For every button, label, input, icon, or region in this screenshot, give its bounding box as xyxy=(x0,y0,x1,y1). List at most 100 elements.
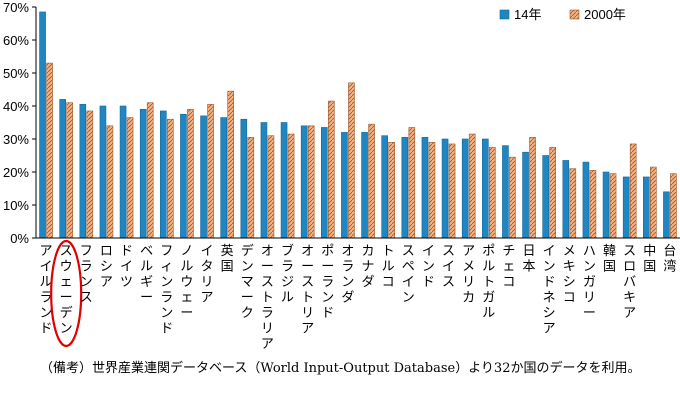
bar-2000 xyxy=(368,123,375,239)
category-label-char: ウ xyxy=(180,275,193,290)
category-label-char: コ xyxy=(502,275,515,290)
category-label-char: フ xyxy=(80,244,93,259)
category-label-char: ド xyxy=(120,244,133,259)
category-label-char: ジ xyxy=(281,275,294,290)
category-label-char: ス xyxy=(261,275,274,290)
category-label-char: ス xyxy=(60,244,73,259)
y-tick-label: 50% xyxy=(3,66,29,81)
category-label-char: マ xyxy=(241,275,254,290)
category-label-char: ペ xyxy=(402,260,415,275)
bar-14 xyxy=(220,117,227,239)
category-label-char: 国 xyxy=(643,260,656,275)
bar-14 xyxy=(260,122,268,239)
bar-2000 xyxy=(489,146,496,239)
bar-14 xyxy=(401,137,409,239)
bar-14 xyxy=(441,138,449,239)
category-label-char: ン xyxy=(422,260,435,275)
bar-14 xyxy=(522,151,529,239)
bar-14 xyxy=(79,104,87,239)
category-label-char: ア xyxy=(301,322,314,337)
category-label-char: タ xyxy=(201,260,214,275)
bar-2000 xyxy=(207,104,214,239)
category-label-char: ス xyxy=(623,244,636,259)
category-label-char: オ xyxy=(341,244,354,259)
category-label-char: コ xyxy=(382,275,395,290)
category-label-char: リ xyxy=(261,322,274,337)
category-label-char: ン xyxy=(160,275,173,290)
category-label-char: ア xyxy=(543,322,556,337)
bar-14 xyxy=(482,138,489,239)
category-label-char: ル xyxy=(180,260,193,275)
category-label-char: ベ xyxy=(140,244,153,259)
category-label-char: ン xyxy=(321,291,334,306)
category-label-char: ラ xyxy=(321,275,334,290)
category-label-char: ト xyxy=(301,291,314,306)
category-label-char: ラ xyxy=(160,291,173,306)
category-label-char: キ xyxy=(623,291,636,306)
bar-14 xyxy=(562,160,570,239)
category-label-char: メ xyxy=(563,244,576,259)
bar-14 xyxy=(280,122,288,239)
category-label-char: 日 xyxy=(523,244,536,259)
category-label-char: ン xyxy=(160,306,173,321)
category-label-char: ア xyxy=(261,337,274,352)
category-label-char: ツ xyxy=(120,275,133,290)
category-label-char: ド xyxy=(160,322,173,337)
category-label-char: ブ xyxy=(281,243,294,259)
category-label-char: ラ xyxy=(281,260,294,275)
category-label-char: ポ xyxy=(482,244,495,259)
category-label-char: ー xyxy=(60,291,73,306)
category-label-char: ル xyxy=(382,260,395,275)
category-label-char: ン xyxy=(40,306,53,321)
category-label-char: イ xyxy=(442,260,455,275)
category-label-char: イ xyxy=(543,244,556,259)
bar-14 xyxy=(381,135,388,239)
category-label-char: ナ xyxy=(362,260,375,275)
bar-14 xyxy=(602,171,610,239)
category-label-char: イ xyxy=(40,260,53,275)
category-label-char: イ xyxy=(402,275,415,290)
category-label-char: ウ xyxy=(60,260,73,275)
category-label-char: ラ xyxy=(341,260,354,275)
bar-14 xyxy=(300,125,308,239)
category-label-char: ー xyxy=(241,291,254,306)
y-tick-label: 10% xyxy=(3,198,29,213)
category-label-char: ス xyxy=(442,244,455,259)
category-label-char: イ xyxy=(201,244,214,259)
category-label-char: ィ xyxy=(160,260,173,275)
category-label-char: ア xyxy=(462,244,475,259)
category-label-char: ラ xyxy=(80,260,93,275)
category-label-char: キ xyxy=(563,260,576,275)
category-label-char: ダ xyxy=(341,291,354,306)
bar-2000 xyxy=(589,170,597,239)
category-label-char: シ xyxy=(100,260,113,275)
category-label-char: ノ xyxy=(180,244,193,259)
category-label-char: ク xyxy=(241,306,254,321)
bar-chart: 0%10%20%30%40%50%60%70%アイルランドスウェーデンフランスロ… xyxy=(3,0,680,352)
legend-label-2000: 2000年 xyxy=(584,7,626,22)
category-label-char: ギ xyxy=(140,275,153,290)
bar-2000 xyxy=(247,137,255,239)
category-label-char: オ xyxy=(301,244,314,259)
category-label-char: ス xyxy=(402,244,415,259)
category-label-char: 湾 xyxy=(663,259,676,275)
category-label-char: バ xyxy=(623,275,636,290)
category-label-char: ド xyxy=(543,275,556,290)
bar-14 xyxy=(59,99,66,239)
category-label-char: ル xyxy=(40,275,53,290)
category-label-char: シ xyxy=(563,275,576,290)
category-label-char: ガ xyxy=(482,291,495,306)
category-label-char: ア xyxy=(100,275,113,290)
category-label-char: ア xyxy=(40,244,53,259)
bar-2000 xyxy=(408,127,416,239)
bar-14 xyxy=(240,118,248,239)
category-label-char: デ xyxy=(241,243,254,259)
category-label-char: ー xyxy=(180,306,193,321)
category-label-char: リ xyxy=(583,291,596,306)
category-label-char: イ xyxy=(120,260,133,275)
bar-14 xyxy=(622,176,630,239)
category-label-char: ラ xyxy=(261,306,274,321)
category-label-char: ー xyxy=(583,306,596,321)
y-tick-label: 60% xyxy=(3,33,29,48)
bar-2000 xyxy=(106,125,114,239)
